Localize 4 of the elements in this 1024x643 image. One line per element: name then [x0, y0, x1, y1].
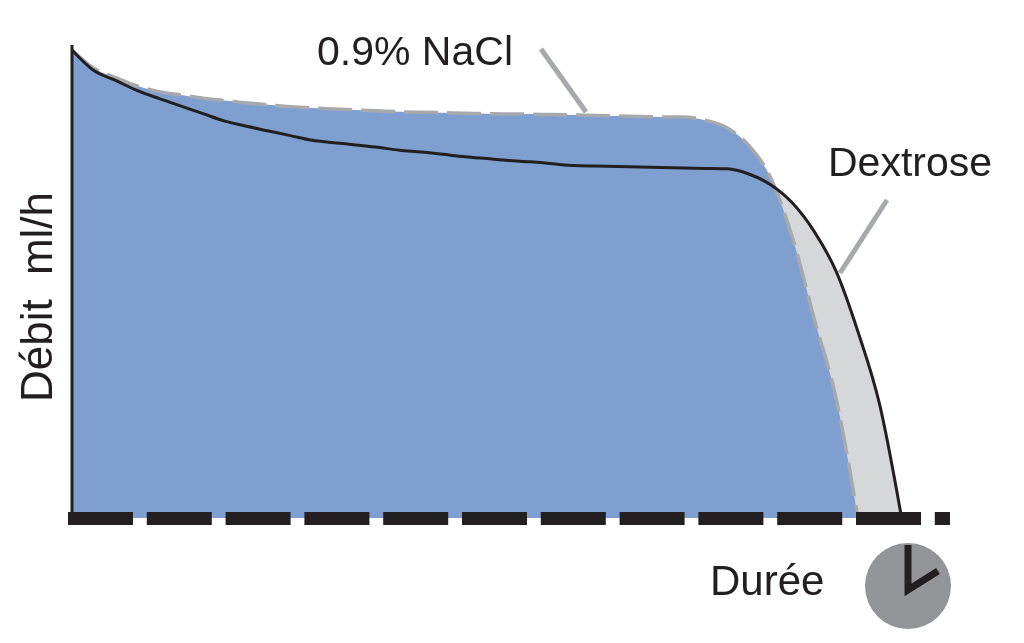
series-label: 0.9% NaCl — [317, 28, 513, 74]
y-axis-title: Débit ml/h — [12, 191, 61, 403]
series-label: Dextrose — [828, 139, 993, 185]
x-axis-title: Durée — [710, 557, 825, 604]
